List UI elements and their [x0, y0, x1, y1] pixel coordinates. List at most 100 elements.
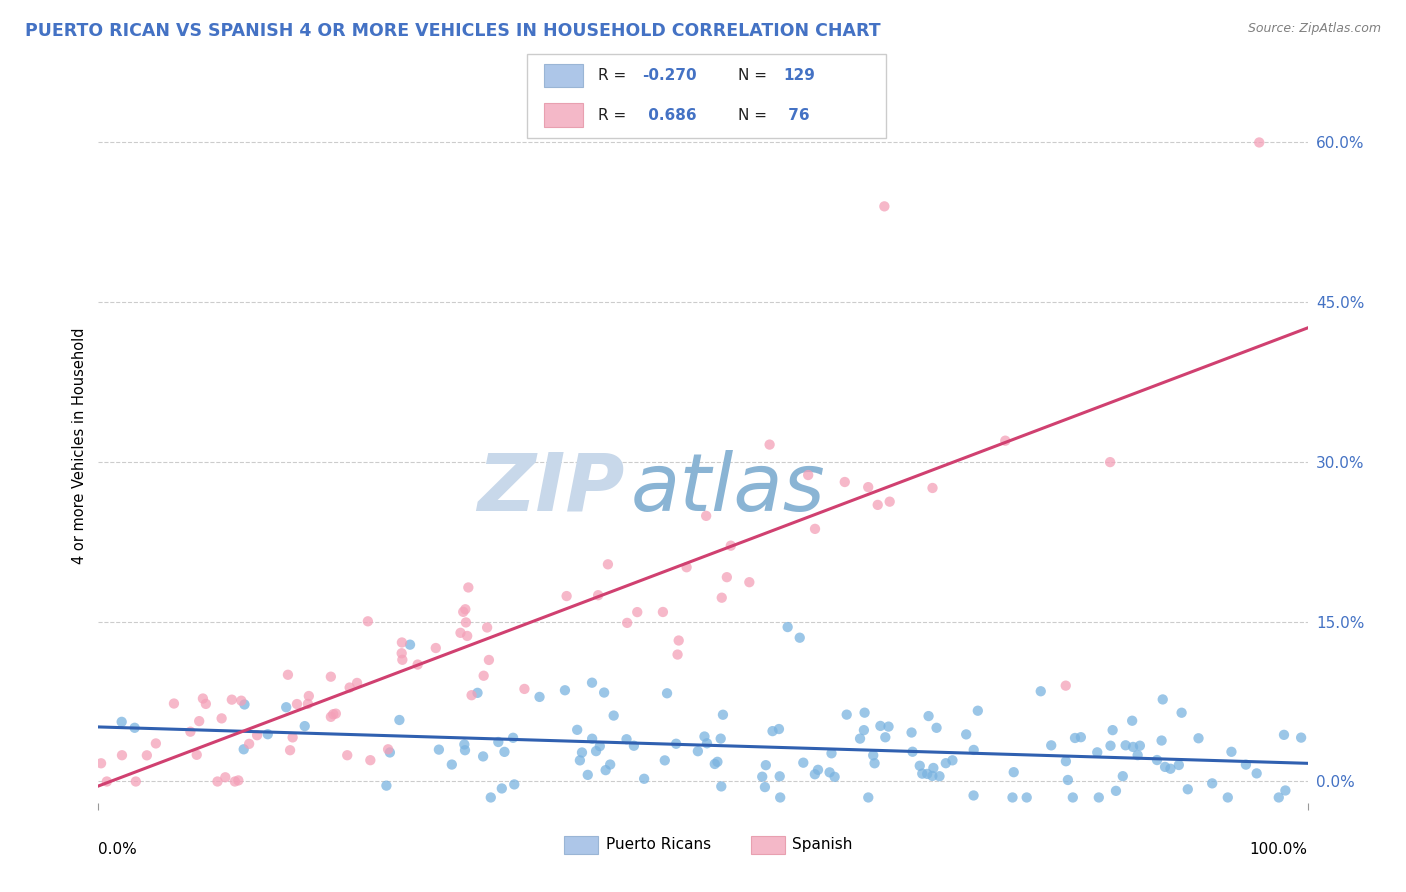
Point	[824, 770, 846, 784]
Point	[962, 789, 984, 803]
Point	[1126, 748, 1149, 763]
Point	[835, 707, 858, 722]
Point	[111, 748, 134, 763]
Point	[391, 635, 413, 649]
Point	[186, 747, 208, 762]
Point	[666, 648, 689, 662]
Point	[768, 722, 790, 736]
Point	[1274, 783, 1296, 797]
Point	[633, 772, 655, 786]
Text: R =: R =	[598, 69, 631, 83]
Point	[135, 748, 157, 763]
Point	[1099, 739, 1122, 753]
Point	[776, 620, 799, 634]
Point	[863, 756, 886, 771]
Point	[1122, 739, 1144, 754]
Point	[221, 692, 243, 706]
Point	[616, 732, 638, 747]
Point	[339, 681, 361, 695]
Point	[675, 560, 697, 574]
Text: -0.270: -0.270	[643, 69, 697, 83]
Point	[921, 481, 943, 495]
Point	[277, 667, 299, 681]
Point	[858, 790, 880, 805]
Point	[1289, 731, 1312, 745]
Point	[427, 742, 450, 756]
Point	[1170, 706, 1192, 720]
Point	[1272, 728, 1295, 742]
Point	[1070, 730, 1092, 744]
Point	[834, 475, 856, 489]
Point	[668, 633, 690, 648]
Point	[1001, 790, 1024, 805]
Y-axis label: 4 or more Vehicles in Household: 4 or more Vehicles in Household	[72, 327, 87, 565]
Point	[467, 686, 489, 700]
Point	[599, 757, 621, 772]
Point	[711, 707, 734, 722]
Point	[1201, 776, 1223, 790]
Point	[818, 765, 841, 780]
Point	[224, 774, 246, 789]
Point	[391, 653, 413, 667]
Point	[720, 539, 742, 553]
Point	[567, 723, 589, 737]
Point	[453, 738, 475, 752]
Point	[955, 727, 977, 741]
Point	[879, 494, 901, 508]
Point	[1040, 739, 1063, 753]
FancyBboxPatch shape	[564, 836, 598, 855]
Point	[654, 753, 676, 767]
Text: 76: 76	[783, 108, 810, 122]
Point	[472, 749, 495, 764]
Point	[789, 631, 811, 645]
Point	[873, 199, 896, 213]
Point	[207, 774, 229, 789]
FancyBboxPatch shape	[751, 836, 785, 855]
Point	[693, 730, 716, 744]
Point	[807, 763, 830, 777]
Point	[1029, 684, 1052, 698]
Point	[1057, 772, 1080, 787]
Point	[1159, 762, 1181, 776]
Point	[1054, 754, 1077, 768]
Point	[568, 753, 591, 767]
Point	[472, 669, 495, 683]
Point	[792, 756, 814, 770]
Text: Puerto Ricans: Puerto Ricans	[606, 838, 711, 853]
Point	[1167, 758, 1189, 772]
Point	[96, 774, 118, 789]
Point	[450, 625, 472, 640]
Point	[994, 434, 1017, 448]
Text: 0.686: 0.686	[643, 108, 696, 122]
Point	[491, 781, 513, 796]
Point	[211, 711, 233, 725]
Text: 0.0%: 0.0%	[98, 842, 138, 857]
Point	[513, 681, 536, 696]
Text: Spanish: Spanish	[793, 838, 853, 853]
Point	[754, 780, 776, 794]
Text: 100.0%: 100.0%	[1250, 842, 1308, 857]
Text: R =: R =	[598, 108, 631, 122]
Point	[322, 707, 344, 722]
Point	[1015, 790, 1038, 805]
Point	[425, 640, 447, 655]
Point	[346, 676, 368, 690]
Point	[655, 686, 678, 700]
Point	[626, 605, 648, 619]
Point	[738, 575, 761, 590]
Point	[571, 746, 593, 760]
Point	[1121, 714, 1143, 728]
Point	[928, 769, 950, 783]
Point	[1216, 790, 1239, 805]
Point	[623, 739, 645, 753]
Point	[651, 605, 673, 619]
Text: N =: N =	[738, 69, 772, 83]
Point	[935, 756, 957, 771]
Point	[866, 498, 889, 512]
Point	[1085, 745, 1108, 759]
Point	[503, 777, 526, 791]
Point	[214, 770, 236, 784]
Point	[1268, 790, 1291, 805]
Point	[581, 675, 603, 690]
Point	[716, 570, 738, 584]
